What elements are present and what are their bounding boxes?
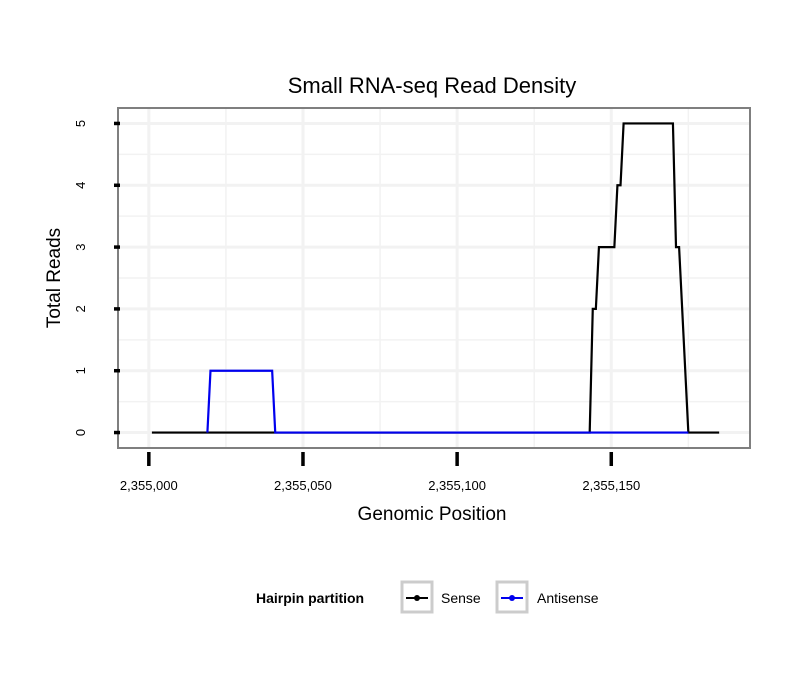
legend-dot-sense [414, 595, 420, 601]
y-tick-label: 4 [73, 182, 88, 189]
legend-label-antisense: Antisense [537, 590, 599, 606]
y-axis-title: Total Reads [44, 228, 65, 328]
y-tick-label: 0 [73, 429, 88, 436]
legend-title: Hairpin partition [256, 590, 364, 606]
legend-dot-antisense [509, 595, 515, 601]
panel-border [117, 107, 751, 449]
x-tick-label: 2,355,100 [428, 478, 486, 493]
axes: 2,355,000 2,355,050 2,355,100 2,355,150 0 1 2 3… [73, 120, 640, 493]
y-tick-label: 3 [73, 243, 88, 250]
grid [118, 108, 750, 448]
x-tick-label: 2,355,000 [120, 478, 178, 493]
x-axis-title: Genomic Position [358, 504, 507, 525]
x-tick-label: 2,355,150 [582, 478, 640, 493]
chart-title: Small RNA-seq Read Density [288, 73, 577, 98]
y-tick-label: 1 [73, 367, 88, 374]
series-line-antisense [206, 369, 689, 434]
y-tick-label: 5 [73, 120, 88, 127]
y-tick-label: 2 [73, 305, 88, 312]
series-layer [151, 122, 720, 434]
legend-label-sense: Sense [441, 590, 481, 606]
x-tick-label: 2,355,050 [274, 478, 332, 493]
legend: Hairpin partition Sense Antisense [256, 580, 599, 614]
